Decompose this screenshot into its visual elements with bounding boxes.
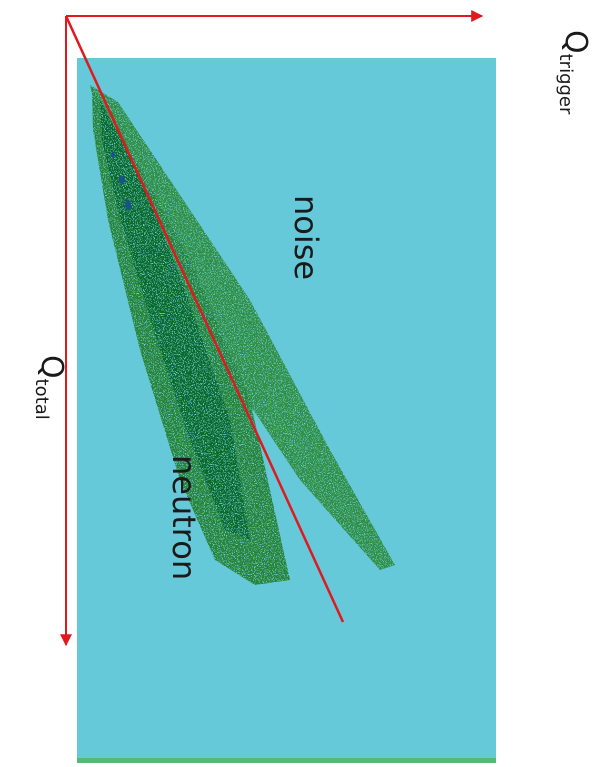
cut-line [64,15,345,623]
y-axis-label-main: Q [34,355,69,379]
density-peak [111,152,131,210]
region-label-neutron: neutron [165,455,203,581]
x-axis-label: Qtrigger [555,30,593,115]
y-axis-label: Qtotal [31,355,69,420]
region-label-noise: noise [287,195,325,281]
x-axis-label-sub: trigger [555,53,576,115]
y-axis-label-sub: total [31,378,52,420]
noise-band [90,85,395,570]
x-axis-label-main: Q [558,30,593,54]
plot-bottom-strip [77,758,496,763]
neutron-band-core [100,100,250,540]
